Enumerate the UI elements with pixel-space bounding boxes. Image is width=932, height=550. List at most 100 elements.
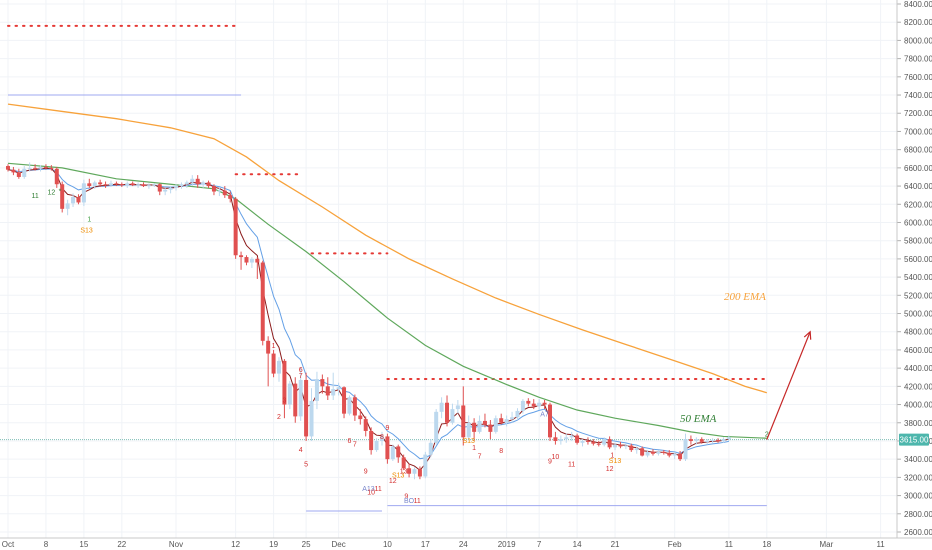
- candle-body: [591, 441, 596, 444]
- candle-body: [217, 190, 222, 192]
- y-tick-label: 3200.00: [904, 473, 932, 482]
- candle-body: [613, 444, 618, 448]
- count-label: *: [59, 188, 62, 195]
- candle-body: [233, 198, 238, 256]
- candle-body: [228, 195, 233, 199]
- count-label: 9: [364, 469, 368, 476]
- count-label: 1: [472, 445, 476, 452]
- count-label: 1: [87, 217, 91, 224]
- candle-body: [342, 387, 347, 414]
- count-label: S13: [80, 227, 93, 234]
- y-tick-label: 5200.00: [904, 291, 932, 300]
- candle-body: [49, 167, 54, 169]
- count-label: 7: [353, 441, 357, 448]
- count-label: 11: [31, 193, 38, 200]
- candle-body: [650, 451, 655, 454]
- count-label: 11: [568, 461, 575, 468]
- candle-body: [694, 439, 699, 441]
- candle-body: [412, 469, 417, 474]
- candle-body: [401, 457, 406, 469]
- count-label: 7: [299, 373, 303, 380]
- count-label: 11: [414, 498, 421, 505]
- candle-body: [293, 383, 298, 417]
- candle-body: [16, 172, 21, 177]
- candle-body: [76, 196, 81, 203]
- candle-body: [520, 400, 525, 411]
- candle-body: [634, 448, 639, 451]
- overlay: 200 EMA 50 EMA: [680, 291, 812, 440]
- y-tick-label: 7200.00: [904, 109, 932, 118]
- count-label: 10: [367, 490, 375, 497]
- candle-body: [618, 444, 623, 447]
- candle-body: [179, 184, 184, 187]
- x-tick-label: 11: [725, 540, 734, 549]
- candle-body: [309, 400, 314, 437]
- count-label: 5: [304, 461, 308, 468]
- x-tick-label: 21: [611, 540, 620, 549]
- candle-body: [672, 453, 677, 456]
- candle-body: [244, 257, 249, 263]
- level-lines: [0, 24, 897, 512]
- y-tick-label: 7000.00: [904, 127, 932, 136]
- candle-body: [331, 389, 336, 396]
- candle-body: [705, 440, 710, 442]
- candle-body: [146, 185, 151, 187]
- y-tick-label: 2800.00: [904, 510, 932, 519]
- ema-200-line: [7, 103, 767, 394]
- ema-200-label: 200 EMA: [724, 291, 766, 303]
- candle-body: [157, 184, 162, 192]
- candle-body: [515, 410, 520, 418]
- candle-body: [27, 167, 32, 169]
- candle-body: [602, 439, 607, 445]
- candle-body: [184, 182, 189, 185]
- candle-body: [130, 183, 135, 186]
- candle-body: [152, 184, 157, 186]
- candle-body: [266, 340, 271, 354]
- y-tick-label: 6600.00: [904, 164, 932, 173]
- candle-body: [190, 178, 195, 183]
- candle-body: [445, 402, 450, 423]
- candle-body: [201, 182, 206, 185]
- candle-body: [477, 420, 482, 432]
- count-label: A13: [362, 486, 375, 493]
- candle-body: [721, 439, 726, 441]
- candle-body: [22, 168, 27, 177]
- candle-body: [304, 379, 309, 437]
- y-tick-label: 5600.00: [904, 255, 932, 264]
- count-label: A7: [540, 411, 549, 418]
- candle-body: [114, 183, 119, 185]
- x-tick-label: Feb: [668, 540, 682, 549]
- candle-body: [103, 184, 108, 186]
- y-tick-label: 6200.00: [904, 200, 932, 209]
- candle-body: [320, 379, 325, 387]
- x-tick-label: Dec: [332, 540, 346, 549]
- y-tick-label: 7600.00: [904, 73, 932, 82]
- candle-body: [136, 184, 141, 186]
- candle-body: [499, 418, 504, 423]
- candle-body: [645, 451, 650, 456]
- count-label: 12: [606, 466, 614, 473]
- candle-body: [510, 417, 515, 420]
- candle-body: [596, 443, 601, 445]
- count-label: 10: [552, 454, 560, 461]
- candle-body: [222, 190, 227, 196]
- candle-body: [688, 439, 693, 441]
- count-label: 8: [380, 434, 384, 441]
- y-tick-label: 4400.00: [904, 364, 932, 373]
- count-label: 9: [548, 459, 552, 466]
- candle-body: [683, 439, 688, 460]
- candle-body: [716, 440, 721, 442]
- y-tick-label: 2600.00: [904, 528, 932, 537]
- candle-body: [390, 446, 395, 460]
- y-tick-label: 8000.00: [904, 36, 932, 45]
- candle-body: [455, 405, 460, 410]
- y-tick-label: 5400.00: [904, 273, 932, 282]
- candle-body: [6, 166, 10, 170]
- candle-body: [623, 445, 628, 447]
- count-label: 1: [272, 343, 276, 350]
- candle-body: [417, 469, 422, 477]
- candle-body: [92, 182, 97, 187]
- y-tick-label: 5000.00: [904, 310, 932, 319]
- count-label: 2: [277, 414, 281, 421]
